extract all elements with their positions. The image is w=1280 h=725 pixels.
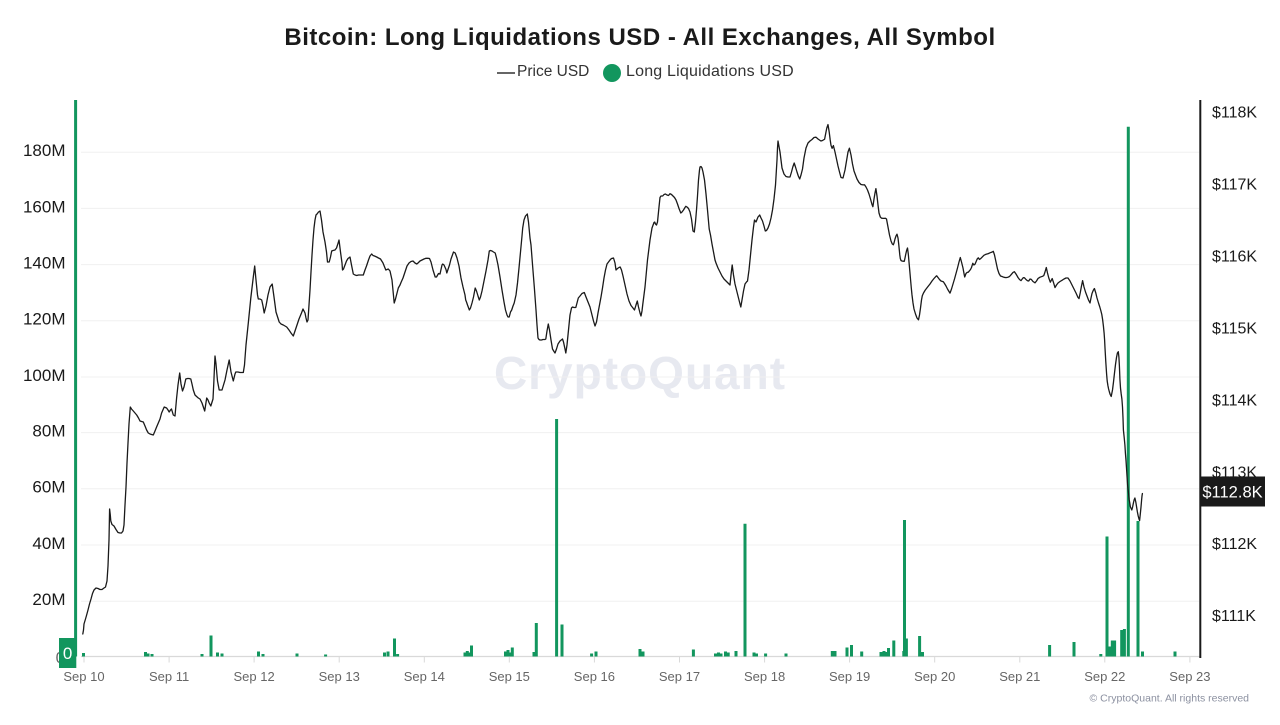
svg-text:$118K: $118K (1212, 104, 1257, 121)
svg-text:Sep 21: Sep 21 (999, 669, 1040, 684)
svg-text:$116K: $116K (1212, 248, 1257, 265)
svg-text:100M: 100M (23, 366, 66, 385)
svg-text:Sep 20: Sep 20 (914, 669, 955, 684)
svg-text:160M: 160M (23, 197, 66, 216)
svg-text:$112K: $112K (1212, 536, 1257, 553)
svg-text:Sep 11: Sep 11 (149, 669, 189, 684)
svg-text:CryptoQuant: CryptoQuant (494, 347, 786, 399)
svg-text:Sep 13: Sep 13 (319, 669, 360, 684)
svg-text:20M: 20M (32, 590, 65, 609)
svg-text:80M: 80M (32, 422, 65, 441)
svg-text:Sep 14: Sep 14 (404, 669, 445, 684)
svg-text:Sep 12: Sep 12 (233, 669, 274, 684)
svg-text:Sep 18: Sep 18 (744, 669, 785, 684)
svg-text:180M: 180M (23, 141, 66, 160)
svg-text:Sep 17: Sep 17 (659, 669, 700, 684)
svg-text:© CryptoQuant. All rights rese: © CryptoQuant. All rights reserved (1090, 693, 1250, 705)
svg-text:Sep 22: Sep 22 (1084, 669, 1125, 684)
svg-text:140M: 140M (23, 254, 66, 273)
svg-text:120M: 120M (23, 310, 66, 329)
svg-text:$117K: $117K (1212, 176, 1257, 193)
svg-text:60M: 60M (32, 478, 65, 497)
svg-text:Sep 16: Sep 16 (574, 669, 615, 684)
svg-text:Sep 10: Sep 10 (63, 669, 104, 684)
svg-text:40M: 40M (32, 534, 65, 553)
svg-text:Sep 23: Sep 23 (1169, 669, 1210, 684)
svg-text:$115K: $115K (1212, 320, 1257, 337)
svg-text:$114K: $114K (1212, 392, 1257, 409)
svg-text:0: 0 (63, 644, 72, 663)
svg-text:$111K: $111K (1212, 608, 1256, 625)
svg-text:Sep 15: Sep 15 (489, 669, 530, 684)
svg-text:Sep 19: Sep 19 (829, 669, 870, 684)
svg-text:$112.8K: $112.8K (1202, 484, 1262, 502)
